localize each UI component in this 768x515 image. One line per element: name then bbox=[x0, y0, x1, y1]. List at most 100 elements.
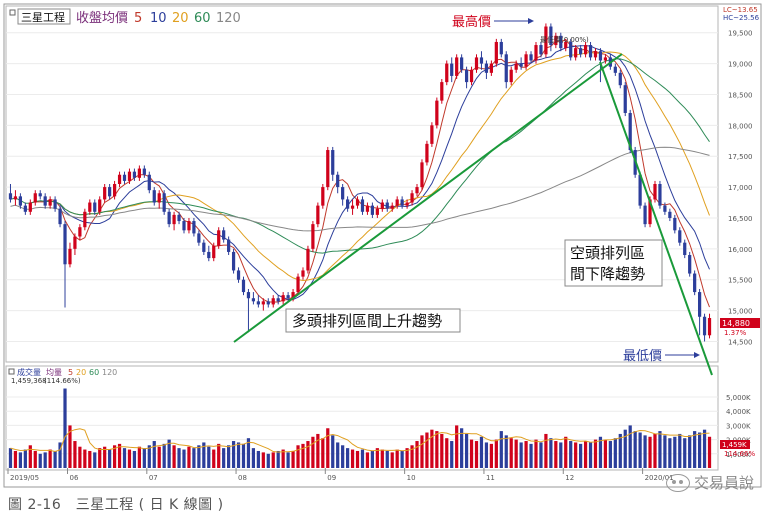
volume-bar bbox=[192, 448, 196, 468]
candle-body bbox=[499, 41, 503, 55]
annotation-uptrend-box: 多頭排列區間上升趨勢 bbox=[285, 308, 461, 333]
x-tick-label: 06 bbox=[69, 474, 78, 482]
volume-bar bbox=[638, 432, 642, 468]
volume-bar bbox=[643, 435, 647, 468]
candle-body bbox=[430, 125, 434, 144]
candle-body bbox=[306, 248, 310, 271]
volume-bar bbox=[241, 443, 246, 468]
candle-body bbox=[390, 205, 394, 209]
volume-bar bbox=[569, 441, 573, 468]
vol-period-20: 20 bbox=[76, 368, 86, 377]
candle-body bbox=[261, 301, 265, 305]
volume-bar bbox=[410, 445, 414, 468]
volume-bar bbox=[583, 441, 588, 468]
volume-bar bbox=[28, 445, 32, 468]
volume-bar bbox=[217, 443, 221, 468]
volume-bar bbox=[341, 445, 345, 468]
volume-bar bbox=[678, 433, 682, 468]
candle-body bbox=[177, 214, 181, 222]
candle-body bbox=[137, 168, 141, 178]
candle-body bbox=[33, 193, 37, 203]
figure-caption: 圖 2-16 三星工程 ( 日 K 線圖 ) bbox=[8, 497, 224, 513]
volume-tick-label: 1,000K bbox=[726, 451, 751, 459]
volume-bar bbox=[33, 450, 37, 468]
ma-header-label: 收盤均價 bbox=[76, 11, 128, 26]
candle-body bbox=[445, 63, 449, 83]
wechat-icon bbox=[665, 473, 690, 492]
header-checkbox-icon[interactable] bbox=[9, 9, 16, 16]
candle-body bbox=[326, 150, 330, 188]
volume-bar bbox=[440, 433, 444, 468]
candle-body bbox=[256, 301, 260, 305]
vol-period-5: 5 bbox=[68, 368, 73, 377]
candle-body bbox=[623, 85, 627, 113]
candle-body bbox=[554, 35, 558, 46]
volume-bar bbox=[400, 450, 404, 468]
volume-bar bbox=[48, 449, 52, 468]
last-change-tag: 1.37% bbox=[724, 329, 747, 337]
candle-body bbox=[172, 214, 176, 225]
volume-bar bbox=[499, 431, 503, 468]
annotation-downtrend-1: 空頭排列區 bbox=[570, 244, 645, 262]
annotation-downtrend-box: 空頭排列區 間下降趨勢 bbox=[564, 239, 663, 287]
ma10-line bbox=[40, 45, 710, 300]
volume-bar bbox=[603, 439, 608, 468]
volume-bar bbox=[707, 436, 712, 468]
volume-bar bbox=[291, 450, 295, 468]
volume-bar bbox=[360, 449, 365, 468]
candle-body bbox=[440, 82, 444, 101]
lc-value: LC~13.65 bbox=[723, 6, 758, 14]
volume-bar bbox=[316, 433, 320, 468]
candle-body bbox=[58, 208, 62, 225]
candle-body bbox=[38, 193, 42, 197]
volume-bar bbox=[479, 436, 484, 468]
volume-bar bbox=[683, 438, 687, 468]
volume-tick-label: 3,000K bbox=[726, 422, 751, 430]
candle-body bbox=[688, 255, 692, 274]
volume-bar bbox=[281, 449, 285, 468]
candle-body bbox=[147, 174, 151, 191]
volume-bar bbox=[355, 450, 360, 468]
volume-bar bbox=[608, 441, 612, 468]
candle-body bbox=[187, 221, 191, 231]
volume-bar bbox=[420, 435, 424, 468]
volume-bar bbox=[430, 429, 434, 468]
volume-bar bbox=[187, 446, 191, 468]
volume-bar bbox=[58, 442, 62, 468]
volume-ma-line bbox=[10, 428, 710, 453]
volume-bar bbox=[460, 428, 464, 468]
volume-bar bbox=[633, 431, 637, 468]
candle-body bbox=[524, 54, 528, 67]
volume-value-suffix: (114.66%) bbox=[44, 377, 81, 385]
x-tick-label: 2020/01 bbox=[645, 474, 674, 482]
candle-body bbox=[375, 208, 379, 215]
candle-body bbox=[678, 230, 682, 243]
candle-body bbox=[455, 57, 459, 76]
annotation-downtrend-2: 間下降趨勢 bbox=[570, 265, 645, 283]
volume-value: 1,459,368 bbox=[11, 377, 47, 385]
volume-bar bbox=[370, 450, 375, 468]
x-tick-label: 11 bbox=[486, 474, 495, 482]
candle-body bbox=[93, 202, 97, 212]
candle-body bbox=[683, 242, 687, 256]
candle-body bbox=[83, 211, 87, 228]
candle-body bbox=[321, 187, 325, 206]
y-tick-label: 16,000 bbox=[728, 246, 753, 254]
volume-bar bbox=[693, 431, 697, 468]
volume-bar bbox=[236, 442, 241, 468]
volume-bar bbox=[494, 439, 498, 468]
volume-bar bbox=[311, 436, 315, 468]
volume-bar bbox=[350, 449, 355, 468]
volume-bar bbox=[261, 452, 265, 468]
candle-body bbox=[509, 69, 513, 83]
candle-body bbox=[697, 292, 702, 317]
candlestick-chart-svg: 19,500 19,000 18,500 18,000 17,500 17,000 16,5… bbox=[3, 3, 762, 488]
volume-bar bbox=[231, 441, 236, 468]
volume-bar bbox=[628, 425, 632, 468]
volume-bar bbox=[202, 442, 206, 468]
volume-checkbox-icon[interactable] bbox=[8, 368, 15, 375]
volume-bar bbox=[152, 441, 156, 468]
candle-body bbox=[316, 205, 320, 225]
stock-chart: 19,500 19,000 18,500 18,000 17,500 17,000 16,5… bbox=[3, 3, 762, 488]
volume-bar bbox=[425, 432, 429, 468]
